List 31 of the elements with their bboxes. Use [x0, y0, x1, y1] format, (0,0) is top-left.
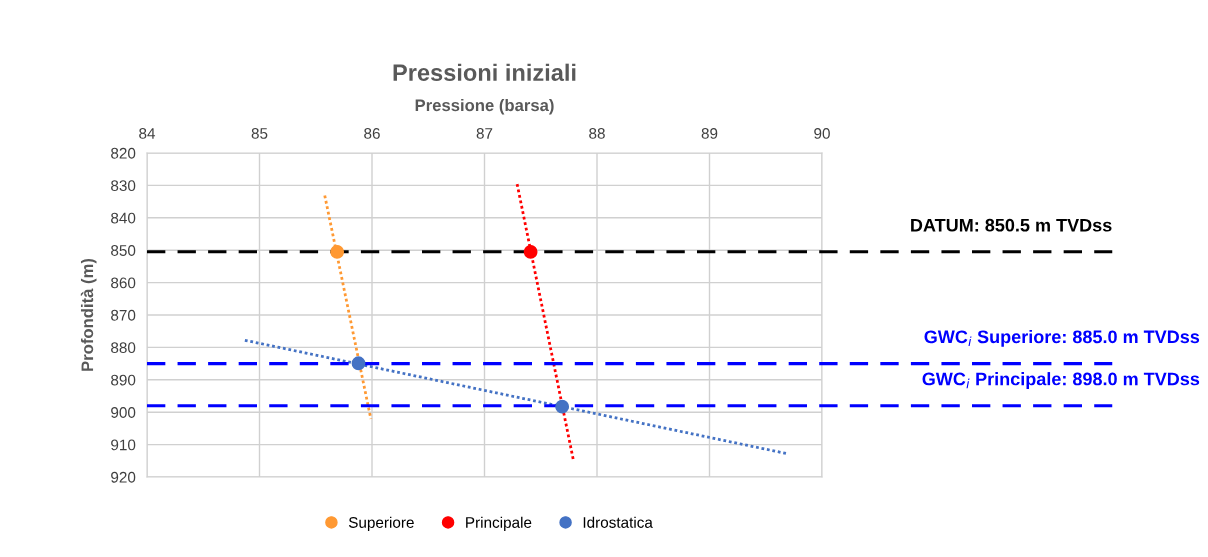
- point: [555, 399, 570, 414]
- point: [523, 244, 538, 259]
- y-tick-label: 920: [111, 471, 136, 483]
- y-tick-label: 860: [111, 277, 136, 289]
- legend-label: Idrostatica: [583, 516, 653, 528]
- x-tick-label: 88: [589, 128, 605, 139]
- x-tick-label: 90: [814, 128, 830, 139]
- point: [330, 244, 345, 259]
- x-tick-label: 89: [701, 128, 718, 139]
- ref-line-label: DATUM: 850.5 m TVDss: [911, 218, 1112, 232]
- point: [351, 356, 366, 371]
- legend-label: Principale: [466, 516, 532, 531]
- ref-line-label: GWC$_{i}$ Principale: 898.0 m TVDss: [922, 372, 1200, 389]
- y-tick-label: 890: [111, 374, 136, 386]
- y-tick-label: 870: [111, 309, 136, 321]
- y-tick-label: 900: [111, 407, 136, 418]
- y-tick-label: 850: [111, 245, 136, 256]
- y-tick-label: 820: [111, 147, 136, 159]
- x-tick-label: 84: [139, 128, 156, 139]
- y-tick-label: 840: [111, 212, 136, 224]
- chart-title: Pressioni iniziali: [393, 63, 576, 82]
- ref-line-label: GWC$_{i}$ Superiore: 885.0 m TVDss: [924, 329, 1200, 347]
- y-tick-label: 880: [111, 342, 136, 354]
- legend-label: Superiore: [348, 516, 414, 531]
- y-axis-title: Profondità (m): [80, 258, 97, 371]
- x-tick-label: 85: [251, 128, 268, 139]
- y-tick-label: 910: [111, 439, 136, 451]
- y-tick-label: 830: [111, 180, 136, 192]
- x-tick-label: 86: [364, 128, 380, 139]
- x-axis-title: Pressione (barsa): [415, 98, 554, 115]
- x-tick-label: 87: [476, 128, 493, 139]
